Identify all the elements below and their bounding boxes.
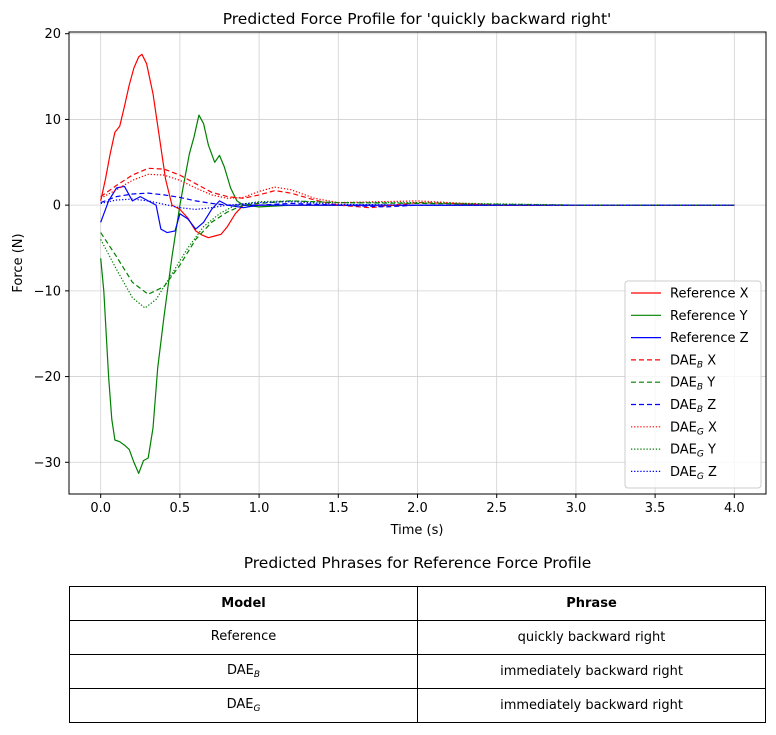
model-cell: Reference [69, 620, 418, 655]
table-row: DAEB immediately backward right [69, 654, 766, 689]
x-tick-label: 0.0 [90, 501, 111, 516]
x-tick-label: 1.0 [249, 501, 270, 516]
legend-box [624, 280, 762, 489]
y-tick-label: 20 [44, 27, 61, 42]
legend-label: Reference Y [670, 309, 748, 324]
series-line-dae-b-z [100, 192, 735, 208]
model-cell: DAEB [69, 654, 418, 689]
series-line-dae-g-x [100, 173, 735, 206]
table-header-row: Model Phrase [69, 586, 766, 621]
predicted-phrases-table: Model Phrase Reference quickly backward … [69, 586, 766, 723]
chart-title: Predicted Force Profile for 'quickly bac… [223, 10, 612, 28]
table-row: Reference quickly backward right [69, 620, 766, 655]
table-title: Predicted Phrases for Reference Force Pr… [243, 554, 592, 572]
legend-label: Reference Z [670, 331, 749, 346]
series-line-dae-g-y [100, 200, 735, 309]
model-subscript: B [253, 670, 261, 680]
legend-label: DAEG X [670, 420, 717, 437]
table-row: DAEG immediately backward right [69, 688, 766, 723]
header-model: Model [69, 586, 418, 621]
legend: Reference X Reference Y Reference Z DAEB X D… [624, 280, 762, 489]
y-tick-label: −20 [34, 370, 61, 385]
x-tick-label: 2.5 [486, 501, 507, 516]
legend-label: DAEB Y [670, 376, 715, 393]
model-name: DAE [226, 663, 254, 678]
y-tick-label: −30 [34, 456, 61, 471]
legend-label: DAEB X [670, 353, 716, 370]
x-tick-label: 1.5 [328, 501, 349, 516]
x-tick-label: 0.5 [170, 501, 191, 516]
x-tick-label: 3.5 [645, 501, 666, 516]
model-subscript: G [253, 704, 261, 714]
x-tick-label: 3.0 [566, 501, 587, 516]
legend-label: DAEG Y [670, 443, 716, 460]
phrase-cell: immediately backward right [417, 688, 766, 723]
y-tick-label: 0 [53, 199, 61, 214]
series-line-dae-b-y [100, 200, 735, 295]
series-line-reference-y [100, 114, 735, 474]
y-axis-label: Force (N) [11, 233, 26, 292]
x-axis-label: Time (s) [390, 523, 444, 538]
header-phrase: Phrase [417, 586, 766, 621]
legend-label: Reference X [670, 287, 749, 302]
series-lines [100, 53, 735, 474]
axis-ticks: 0.0 0.5 1.0 1.5 2.0 2.5 3.0 3.5 4.0 −30 −20 −10 0 10 2… [34, 27, 745, 516]
phrase-cell: immediately backward right [417, 654, 766, 689]
legend-label: DAEB Z [670, 398, 716, 415]
model-name: Reference [210, 629, 277, 644]
y-tick-label: 10 [44, 113, 61, 128]
model-name: DAE [226, 697, 254, 712]
series-line-dae-g-z [100, 198, 735, 210]
x-tick-label: 2.0 [407, 501, 428, 516]
force-profile-chart: Predicted Force Profile for 'quickly bac… [11, 10, 767, 538]
phrase-cell: quickly backward right [417, 620, 766, 655]
legend-label: DAEG Z [670, 465, 717, 482]
x-tick-label: 4.0 [724, 501, 745, 516]
series-line-reference-z [100, 185, 735, 234]
model-cell: DAEG [69, 688, 418, 723]
y-tick-label: −10 [34, 284, 61, 299]
